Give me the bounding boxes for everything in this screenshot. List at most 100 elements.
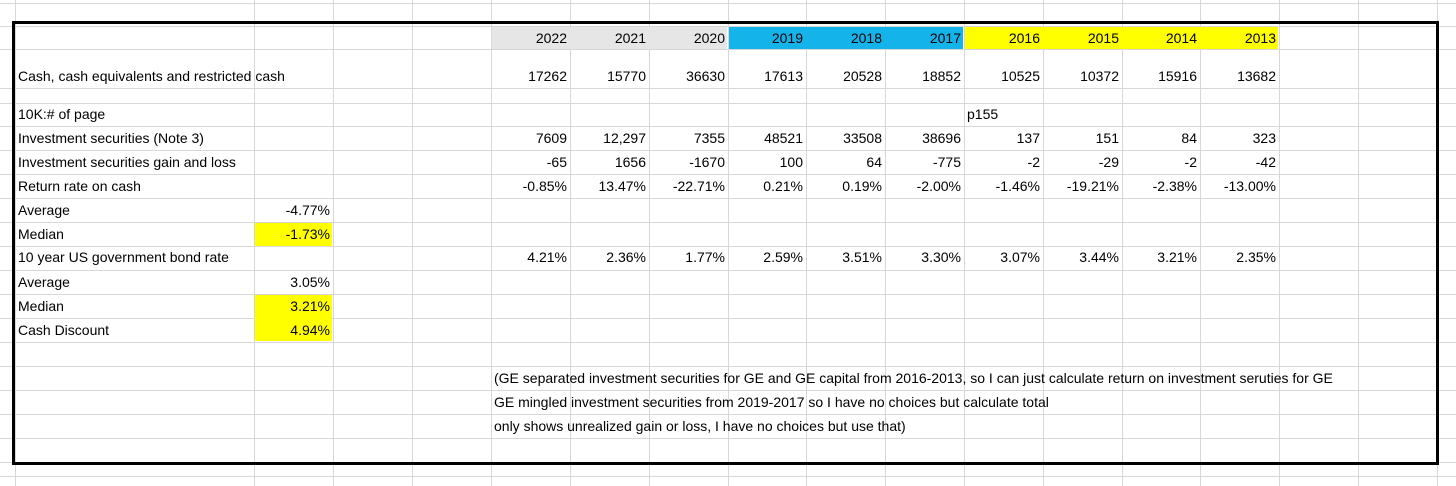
bond-cell[interactable]: 3.21% <box>1157 249 1197 265</box>
cash-cell[interactable]: 10372 <box>1080 68 1119 84</box>
tenk-label[interactable]: 10K:# of page <box>18 106 106 122</box>
grid-line <box>1043 0 1044 486</box>
bond-cell[interactable]: 2.35% <box>1236 249 1276 265</box>
returnrate-cell[interactable]: -19.21% <box>1066 178 1119 194</box>
grid-line <box>728 0 729 486</box>
returnrate-cell[interactable]: -13.00% <box>1223 178 1276 194</box>
cash-cell[interactable]: 36630 <box>686 68 725 84</box>
gainloss-cell[interactable]: 64 <box>866 154 882 170</box>
year-header-2015[interactable]: 2015 <box>1087 30 1119 46</box>
year-header-2014[interactable]: 2014 <box>1165 30 1197 46</box>
median-bond-label[interactable]: Median <box>18 298 64 314</box>
investment-cell[interactable]: 7355 <box>693 130 725 146</box>
grid-line <box>0 438 1456 439</box>
bond-cell[interactable]: 2.36% <box>606 249 646 265</box>
header-fill-yellow <box>965 27 1278 49</box>
investment-cell[interactable]: 137 <box>1016 130 1040 146</box>
gainloss-cell[interactable]: -65 <box>546 154 567 170</box>
grid-line <box>0 246 1456 247</box>
bond-cell[interactable]: 3.30% <box>921 249 961 265</box>
grid-line <box>1122 0 1123 486</box>
investment-cell[interactable]: 84 <box>1181 130 1197 146</box>
year-header-2019[interactable]: 2019 <box>771 30 803 46</box>
grid-line <box>0 342 1456 343</box>
returnrate-cell[interactable]: -22.71% <box>672 178 725 194</box>
grid-line <box>0 414 1456 415</box>
year-header-2018[interactable]: 2018 <box>850 30 882 46</box>
average-return-value[interactable]: -4.77% <box>285 202 330 218</box>
tenk-page-cell[interactable]: p155 <box>967 106 999 122</box>
bond-cell[interactable]: 3.51% <box>842 249 882 265</box>
grid-line <box>649 0 650 486</box>
cash-cell[interactable]: 18852 <box>922 68 961 84</box>
cash-discount-label[interactable]: Cash Discount <box>18 322 110 338</box>
cash-cell[interactable]: 13682 <box>1237 68 1276 84</box>
grid-line <box>254 0 255 486</box>
grid-line <box>0 476 1456 477</box>
median-bond-value[interactable]: 3.21% <box>290 298 330 314</box>
investment-cell[interactable]: 48521 <box>764 130 803 146</box>
bond-cell[interactable]: 1.77% <box>685 249 725 265</box>
year-header-2017[interactable]: 2017 <box>929 30 961 46</box>
investment-cell[interactable]: 323 <box>1252 130 1276 146</box>
year-header-2022[interactable]: 2022 <box>535 30 567 46</box>
cash-cell[interactable]: 17262 <box>528 68 567 84</box>
bond-cell[interactable]: 3.07% <box>1000 249 1040 265</box>
gainloss-cell[interactable]: 1656 <box>614 154 646 170</box>
cash-cell[interactable]: 10525 <box>1001 68 1040 84</box>
gainloss-cell[interactable]: -1670 <box>689 154 725 170</box>
average-return-label[interactable]: Average <box>18 202 70 218</box>
note-line[interactable]: (GE separated investment securities for … <box>494 370 1333 386</box>
header-fill-blue <box>729 27 963 49</box>
median-discount-highlight <box>255 295 332 341</box>
cash-cell[interactable]: 15770 <box>607 68 646 84</box>
returnrate-cell[interactable]: 0.19% <box>842 178 882 194</box>
returnrate-label[interactable]: Return rate on cash <box>18 178 141 194</box>
cash-cell[interactable]: 17613 <box>764 68 803 84</box>
gainloss-cell[interactable]: -2 <box>1027 154 1040 170</box>
investment-cell[interactable]: 7609 <box>535 130 567 146</box>
returnrate-cell[interactable]: -2.00% <box>916 178 961 194</box>
year-header-2016[interactable]: 2016 <box>1008 30 1040 46</box>
gainloss-cell[interactable]: -42 <box>1255 154 1276 170</box>
year-header-2020[interactable]: 2020 <box>693 30 725 46</box>
grid-line <box>0 103 1456 104</box>
cash-discount-value[interactable]: 4.94% <box>290 322 330 338</box>
median-return-label[interactable]: Median <box>18 226 64 242</box>
gainloss-cell[interactable]: -2 <box>1184 154 1197 170</box>
returnrate-cell[interactable]: -1.46% <box>995 178 1040 194</box>
average-bond-label[interactable]: Average <box>18 274 70 290</box>
grid-line <box>491 0 492 486</box>
note-line[interactable]: only shows unrealized gain or loss, I ha… <box>494 418 906 434</box>
bond-label[interactable]: 10 year US government bond rate <box>18 249 229 265</box>
note-line[interactable]: GE mingled investment securities from 20… <box>494 394 1049 410</box>
grid-line <box>0 3 1456 4</box>
gainloss-label[interactable]: Investment securities gain and loss <box>18 154 236 170</box>
investment-cell[interactable]: 151 <box>1095 130 1119 146</box>
year-header-2013[interactable]: 2013 <box>1244 30 1276 46</box>
gainloss-cell[interactable]: 100 <box>779 154 803 170</box>
bond-cell[interactable]: 3.44% <box>1079 249 1119 265</box>
median-return-value[interactable]: -1.73% <box>285 226 330 242</box>
investment-label[interactable]: Investment securities (Note 3) <box>18 130 204 146</box>
investment-cell[interactable]: 38696 <box>922 130 961 146</box>
investment-cell[interactable]: 33508 <box>843 130 882 146</box>
gainloss-cell[interactable]: -775 <box>932 154 961 170</box>
grid-line <box>570 0 571 486</box>
returnrate-cell[interactable]: -0.85% <box>522 178 567 194</box>
investment-cell[interactable]: 12,297 <box>603 130 646 146</box>
grid-line <box>1358 0 1359 486</box>
cash-cell[interactable]: 15916 <box>1158 68 1197 84</box>
gainloss-cell[interactable]: -29 <box>1098 154 1119 170</box>
grid-line <box>806 0 807 486</box>
grid-line <box>1200 0 1201 486</box>
returnrate-cell[interactable]: -2.38% <box>1152 178 1197 194</box>
returnrate-cell[interactable]: 13.47% <box>598 178 646 194</box>
returnrate-cell[interactable]: 0.21% <box>763 178 803 194</box>
bond-cell[interactable]: 4.21% <box>527 249 567 265</box>
cash-label[interactable]: Cash, cash equivalents and restricted ca… <box>18 68 285 84</box>
average-bond-value[interactable]: 3.05% <box>290 274 330 290</box>
cash-cell[interactable]: 20528 <box>843 68 882 84</box>
year-header-2021[interactable]: 2021 <box>614 30 646 46</box>
bond-cell[interactable]: 2.59% <box>763 249 803 265</box>
